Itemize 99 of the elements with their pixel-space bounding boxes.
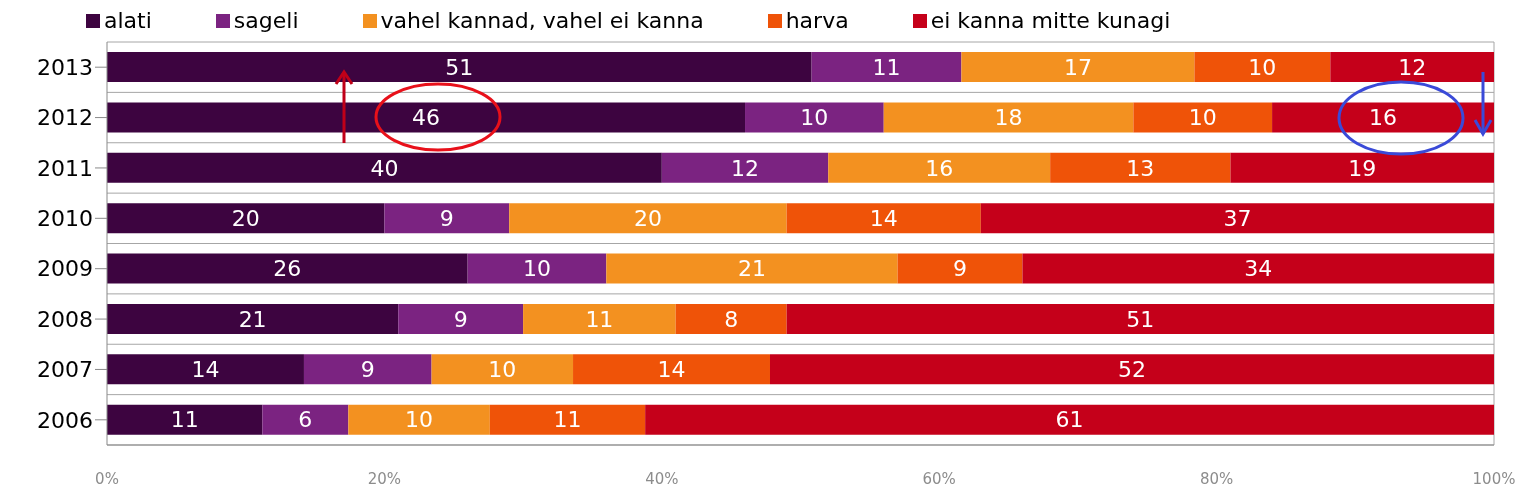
y-tick-label: 2008 <box>37 306 93 332</box>
data-label: 6 <box>298 407 313 433</box>
bar <box>107 253 468 284</box>
data-label: 17 <box>1063 54 1092 80</box>
bar <box>828 152 1051 183</box>
bar <box>348 404 490 435</box>
data-label: 11 <box>553 407 582 433</box>
data-label: 26 <box>273 256 302 282</box>
bar <box>897 253 1023 284</box>
data-label: 16 <box>1369 105 1398 131</box>
data-label: 14 <box>191 357 220 383</box>
bar <box>811 52 962 82</box>
bar <box>980 203 1494 234</box>
bar <box>883 102 1134 133</box>
bar <box>1194 52 1331 82</box>
y-tick-label: 2006 <box>37 407 93 433</box>
bar <box>1230 152 1494 183</box>
legend-label: harva <box>785 8 849 33</box>
legend-label: vahel kannad, vahel ei kanna <box>380 8 704 33</box>
legend-label: ei kanna mitte kunagi <box>930 8 1171 33</box>
data-label: 61 <box>1055 407 1084 433</box>
data-label: 9 <box>360 357 375 383</box>
bar <box>745 102 884 133</box>
x-tick-label: 60% <box>922 469 956 488</box>
data-label: 21 <box>238 306 267 332</box>
bar <box>961 52 1195 82</box>
data-label: 9 <box>453 306 468 332</box>
x-tick-label: 40% <box>645 469 679 488</box>
bar <box>786 303 1494 334</box>
data-label: 12 <box>1398 54 1427 80</box>
data-label: 20 <box>231 205 260 231</box>
x-tick-label: 100% <box>1472 469 1516 488</box>
x-tick-label: 80% <box>1199 469 1234 488</box>
bar <box>606 253 898 284</box>
bar <box>107 303 399 334</box>
data-label: 20 <box>633 205 662 231</box>
y-tick-label: 2009 <box>37 256 93 282</box>
data-label: 11 <box>585 306 614 332</box>
data-label: 13 <box>1126 155 1155 181</box>
data-label: 9 <box>953 256 968 282</box>
data-label: 51 <box>1126 306 1155 332</box>
bar <box>661 152 829 183</box>
data-label: 12 <box>731 155 760 181</box>
data-label: 10 <box>1188 105 1217 131</box>
bar <box>107 52 812 82</box>
y-tick-label: 2012 <box>37 105 93 131</box>
legend-label: alati <box>104 8 152 33</box>
bar <box>509 203 787 234</box>
bar <box>303 354 432 385</box>
bar <box>645 404 1494 435</box>
x-tick-label: 20% <box>367 469 402 488</box>
data-label: 19 <box>1348 155 1377 181</box>
data-label: 40 <box>370 155 399 181</box>
bar <box>431 354 574 385</box>
bar <box>1022 253 1494 284</box>
bar <box>675 303 787 334</box>
data-label: 34 <box>1244 256 1273 282</box>
data-label: 16 <box>925 155 954 181</box>
bar <box>573 354 770 385</box>
data-label: 14 <box>657 357 686 383</box>
data-label: 21 <box>737 256 766 282</box>
y-tick-label: 2007 <box>37 357 93 383</box>
bar <box>262 404 349 435</box>
data-label: 37 <box>1223 205 1252 231</box>
data-label: 11 <box>170 407 199 433</box>
bar <box>467 253 607 284</box>
bar <box>107 152 662 183</box>
data-label: 10 <box>522 256 551 282</box>
data-label: 11 <box>872 54 901 80</box>
bar <box>1050 152 1231 183</box>
bar <box>107 102 746 133</box>
x-tick-label: 0% <box>95 469 119 488</box>
bar <box>786 203 981 234</box>
y-tick-label: 2011 <box>37 155 93 181</box>
bar <box>489 404 646 435</box>
data-label: 51 <box>445 54 474 80</box>
data-label: 10 <box>1248 54 1277 80</box>
legend-label: sageli <box>233 8 299 33</box>
data-label: 18 <box>994 105 1023 131</box>
bar <box>384 203 510 234</box>
data-label: 10 <box>405 407 434 433</box>
bar <box>769 354 1494 385</box>
bar <box>398 303 524 334</box>
bar <box>107 354 304 385</box>
data-label: 9 <box>439 205 454 231</box>
bar <box>107 404 263 435</box>
data-label: 46 <box>412 105 441 131</box>
y-tick-label: 2013 <box>37 55 93 80</box>
bar <box>523 303 676 334</box>
data-label: 14 <box>869 205 898 231</box>
data-label: 10 <box>800 105 829 131</box>
bar <box>1272 102 1494 133</box>
bar <box>1133 102 1273 133</box>
bar <box>107 203 385 234</box>
data-label: 10 <box>488 357 517 383</box>
bar <box>1330 52 1494 82</box>
data-label: 52 <box>1117 357 1146 383</box>
data-label: 8 <box>724 306 739 332</box>
y-tick-label: 2010 <box>37 206 93 232</box>
